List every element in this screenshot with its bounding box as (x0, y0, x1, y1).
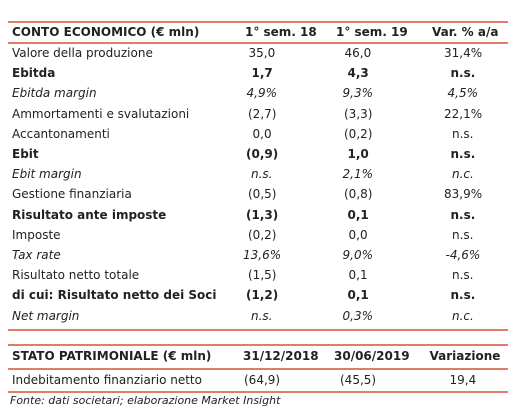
value-cell: n.s. (452, 268, 474, 283)
value-cell: 4,5% (447, 86, 479, 101)
value-cell: 19,4 (449, 373, 477, 387)
value-cell: 1,0 (347, 147, 369, 161)
value-cell: 1,7 (251, 66, 273, 81)
value-cell: (0,5) (248, 187, 277, 202)
value-cell: -4,6% (445, 248, 481, 262)
row-label: Gestione finanziaria (12, 187, 132, 202)
header-cell: Var. % a/a (432, 25, 499, 39)
row-label: Ebitda (12, 66, 56, 81)
value-cell: (0,2) (248, 227, 277, 242)
row-label: Net margin (12, 308, 80, 323)
row-label: Accantonamenti (12, 126, 110, 141)
value-cell: n.s. (452, 227, 474, 242)
row-label: Ammortamenti e svalutazioni (12, 106, 190, 121)
rule (8, 42, 508, 44)
value-cell: (0,8) (344, 187, 373, 202)
value-cell: 9,0% (342, 248, 374, 262)
value-cell: (45,5) (340, 373, 377, 387)
rule (8, 368, 508, 370)
value-cell: 22,1% (444, 106, 483, 121)
value-cell: 0,0 (348, 227, 368, 242)
rule (8, 329, 508, 331)
row-label: Ebit (12, 147, 39, 161)
header-cell: Variazione (429, 349, 501, 363)
row-label: Imposte (12, 227, 61, 242)
header-cell: 1° sem. 18 (245, 25, 317, 39)
header-cell: 30/06/2019 (334, 349, 410, 363)
value-cell: (1,2) (246, 288, 279, 303)
value-cell: 83,9% (444, 187, 483, 202)
value-cell: 4,3 (347, 66, 369, 81)
value-cell: (3,3) (344, 106, 373, 121)
header-cell: CONTO ECONOMICO (€ mln) (12, 25, 200, 39)
value-cell: n.s. (450, 66, 476, 81)
row-label: Ebitda margin (12, 86, 97, 101)
row-label: Valore della produzione (12, 46, 153, 60)
value-cell: (1,5) (248, 268, 277, 283)
rule (8, 21, 508, 23)
value-cell: (1,3) (246, 207, 279, 222)
rule (8, 391, 508, 393)
value-cell: 13,6% (243, 248, 282, 262)
value-cell: 9,3% (342, 86, 374, 101)
value-cell: n.s. (450, 207, 476, 222)
value-cell: 0,1 (347, 207, 369, 222)
value-cell: n.c. (452, 167, 474, 182)
value-cell: (2,7) (248, 106, 277, 121)
row-label: Ebit margin (12, 167, 82, 182)
header-cell: 31/12/2018 (243, 349, 319, 363)
value-cell: 0,1 (348, 268, 368, 283)
footnote: Fonte: dati societari; elaborazione Mark… (10, 394, 281, 407)
value-cell: (0,9) (246, 147, 279, 161)
value-cell: 35,0 (248, 46, 276, 60)
value-cell: n.s. (450, 147, 476, 161)
value-cell: n.s. (450, 288, 476, 303)
row-label: Risultato netto totale (12, 268, 140, 283)
header-cell: 1° sem. 19 (336, 25, 408, 39)
value-cell: n.s. (251, 167, 273, 182)
value-cell: 2,1% (342, 167, 374, 182)
row-label: Risultato ante imposte (12, 207, 167, 222)
value-cell: (0,2) (344, 126, 373, 141)
value-cell: 0,3% (342, 308, 374, 323)
value-cell: 31,4% (444, 46, 483, 60)
rule (8, 344, 508, 346)
row-label: Tax rate (12, 248, 61, 262)
value-cell: 4,9% (246, 86, 278, 101)
value-cell: 0,0 (252, 126, 272, 141)
row-label: di cui: Risultato netto dei Soci (12, 288, 217, 303)
header-cell: STATO PATRIMONIALE (€ mln) (12, 349, 212, 363)
value-cell: n.c. (452, 308, 474, 323)
value-cell: n.s. (452, 126, 474, 141)
value-cell: 46,0 (344, 46, 372, 60)
value-cell: 0,1 (347, 288, 369, 303)
row-label: Indebitamento finanziario netto (12, 373, 202, 387)
value-cell: n.s. (251, 308, 273, 323)
value-cell: (64,9) (244, 373, 281, 387)
